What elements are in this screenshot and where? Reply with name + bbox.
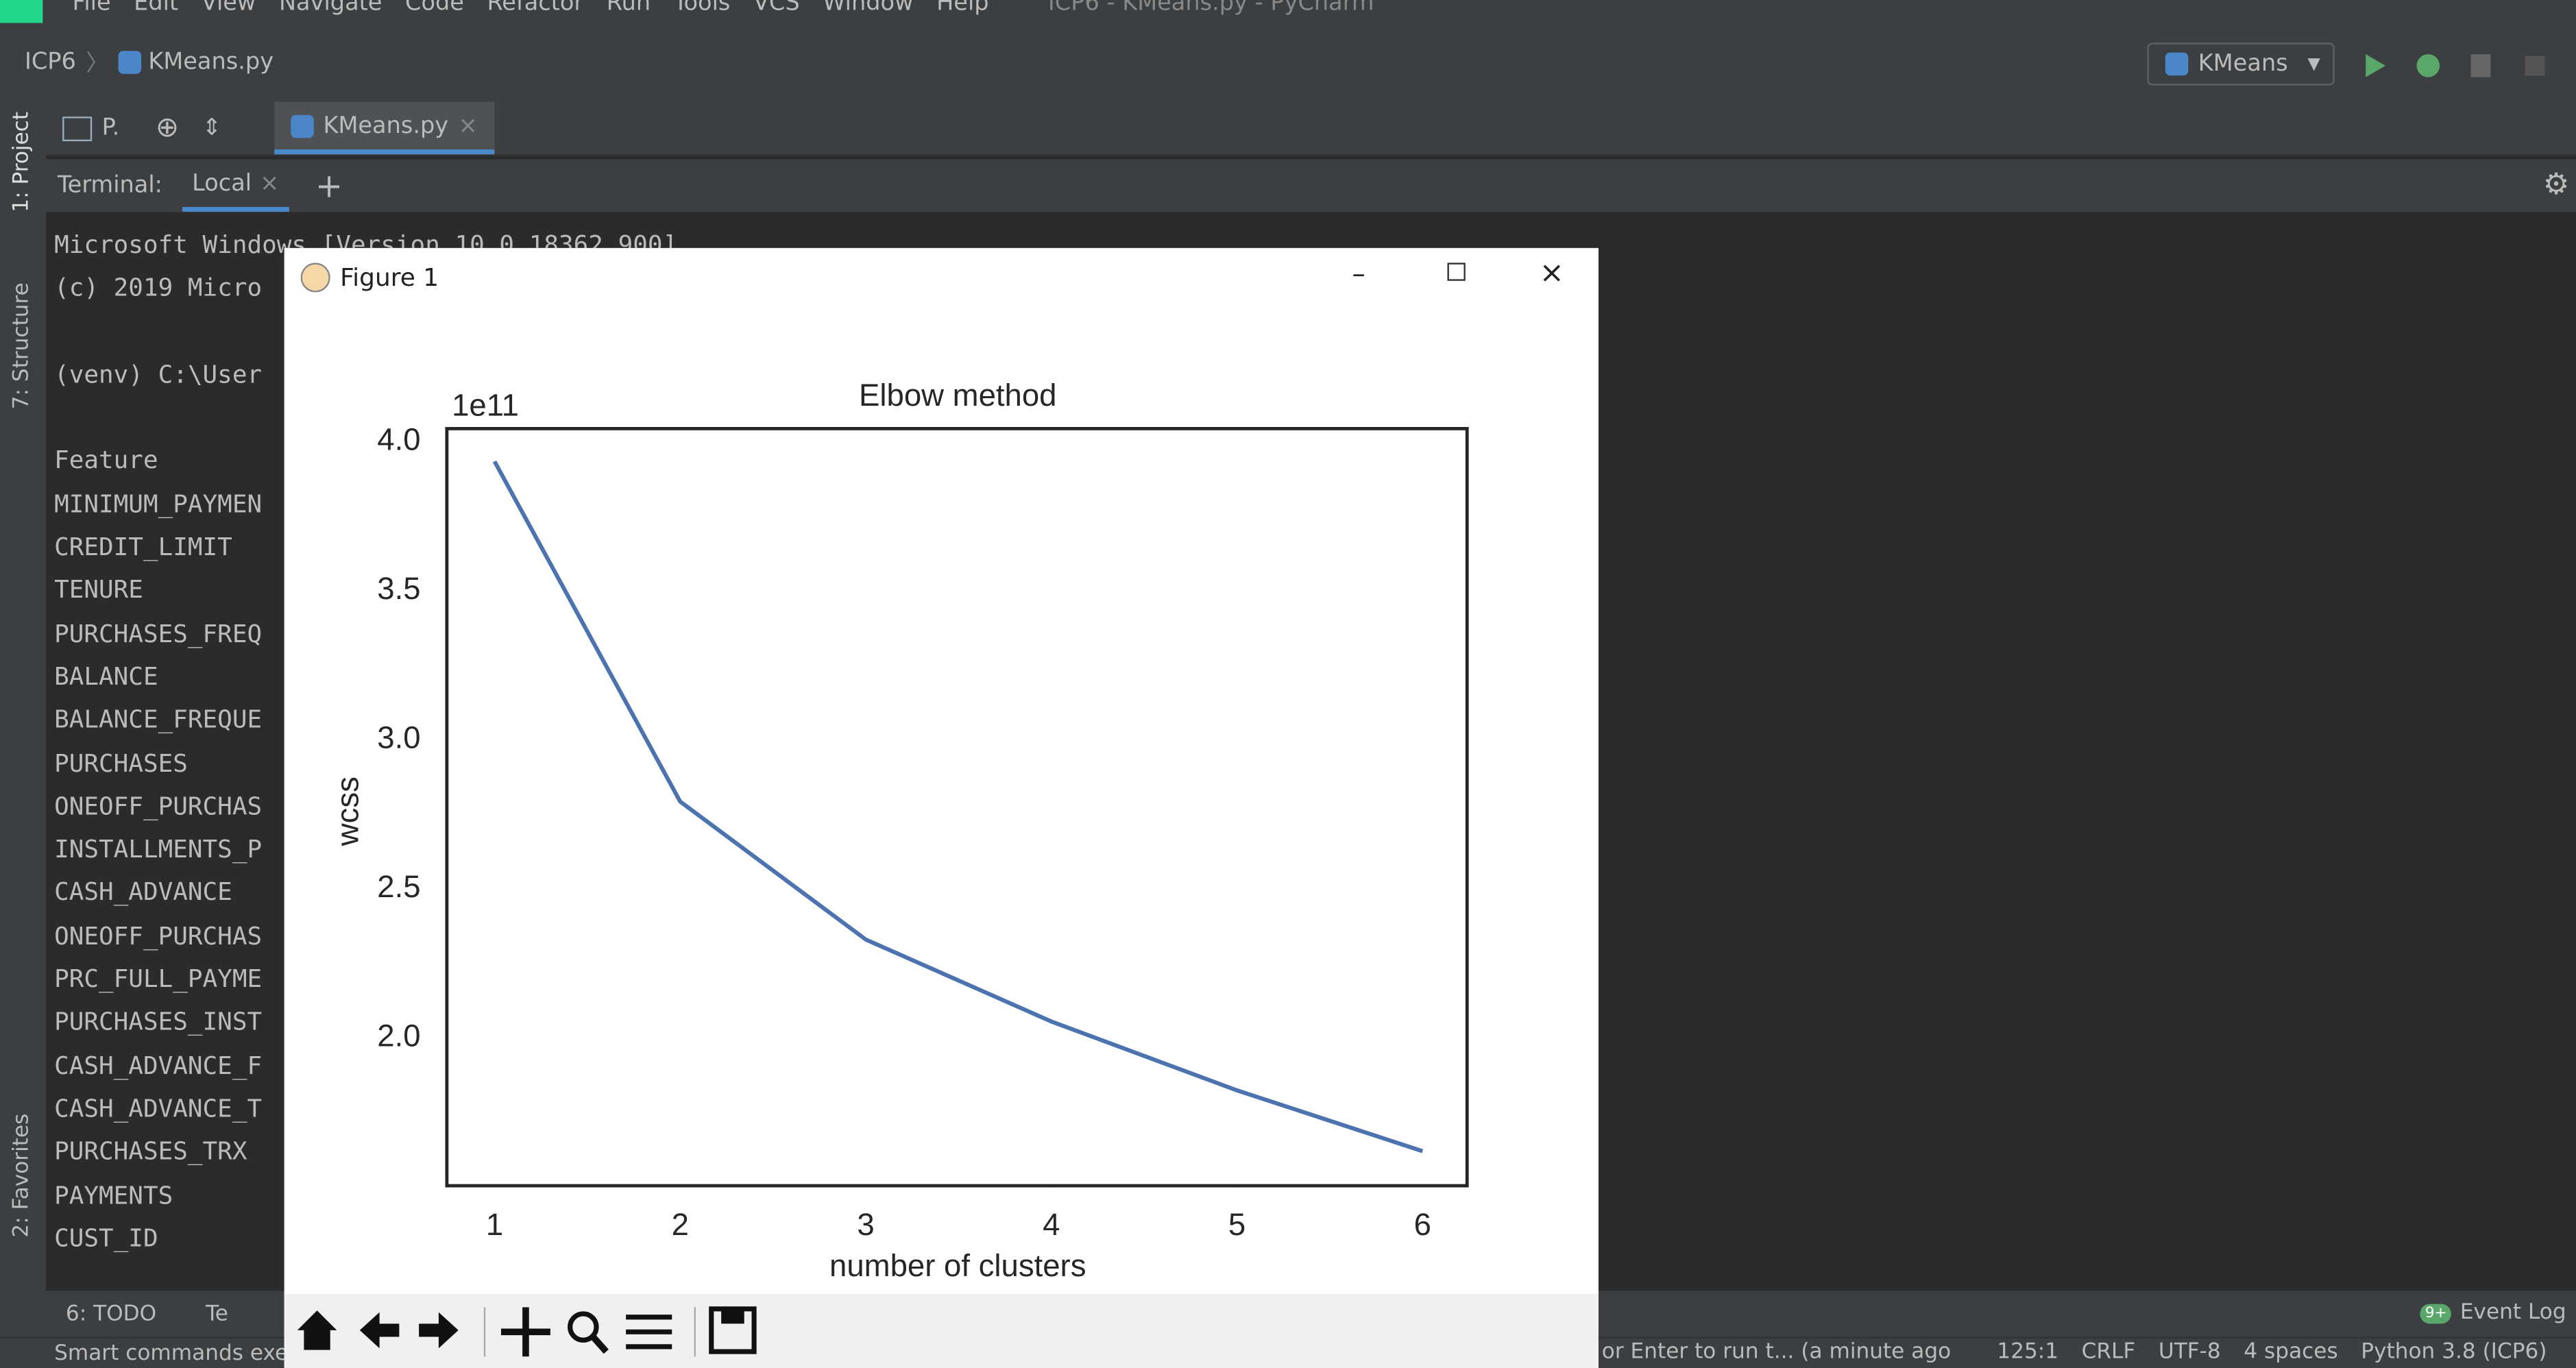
window-title: ICP6 - KMeans.py - PyCharm (1047, 0, 1374, 16)
breadcrumb[interactable]: KMeans.py (148, 49, 274, 76)
terminal-line: Feature (54, 445, 158, 476)
menu: File Edit View Navigate Code Refactor Run Tools… (72, 0, 1012, 16)
terminal-line: ONEOFF_PURCHAS (54, 920, 263, 951)
terminal-line: MINIMUM_PAYMEN (54, 489, 263, 519)
y-tick-label: 3.0 (377, 720, 420, 755)
app-icon (0, 0, 43, 23)
y-tick-label: 4.0 (377, 422, 420, 457)
menu-item[interactable]: Refactor (487, 0, 584, 16)
status-right: or Enter to run t... (a minute ago 125:1… (1602, 1340, 2547, 1365)
terminal-line: CASH_ADVANCE (54, 877, 232, 907)
terminal-line: INSTALLMENTS_P (54, 834, 263, 864)
x-tick-label: 2 (672, 1207, 689, 1242)
terminal-line: BALANCE (54, 661, 158, 692)
y-tick-label: 2.5 (377, 869, 420, 904)
event-badge: 9+ (2420, 1303, 2452, 1323)
menu-item[interactable]: VCS (753, 0, 800, 16)
event-log[interactable]: Event Log (2459, 1300, 2566, 1326)
bottom-tab[interactable]: Te (206, 1301, 228, 1326)
menu-item[interactable]: Code (405, 0, 464, 16)
x-tick-label: 3 (857, 1207, 874, 1242)
terminal-line: TENURE (54, 575, 143, 605)
plot-frame (445, 427, 1469, 1188)
terminal-line: CUST_ID (54, 1223, 158, 1253)
menu-item[interactable]: Help (936, 0, 989, 16)
status-message: Smart commands exe (54, 1341, 289, 1367)
x-axis-label: number of clusters (829, 1248, 1086, 1283)
terminal-tab-label: Local (192, 170, 252, 197)
terminal-line: PAYMENTS (54, 1180, 173, 1210)
x-tick-label: 5 (1228, 1207, 1246, 1242)
run-buttons[interactable] (2359, 51, 2557, 80)
menu-item[interactable]: Run (606, 0, 651, 16)
run-config[interactable]: KMeans ▼ (2147, 42, 2335, 86)
close[interactable]: × (1539, 256, 1564, 291)
run-config-label: KMeans (2198, 51, 2288, 77)
menu-item[interactable]: View (201, 0, 256, 16)
bottom-tab[interactable]: 6: TODO (65, 1301, 157, 1326)
figure-titlebar: Figure 1 – × (284, 248, 1599, 307)
terminal-line: (c) 2019 Micro (54, 273, 263, 303)
menu-item[interactable]: File (72, 0, 111, 16)
terminal-line: PURCHASES_INST (54, 1007, 263, 1037)
side-tab[interactable]: 2: Favorites (10, 1113, 35, 1238)
y-axis-label: wcss (330, 777, 365, 846)
tool-header: P. ⊕ ⇕ KMeans.py × (46, 101, 2576, 156)
terminal-line: ONEOFF_PURCHAS (54, 791, 263, 821)
minimize[interactable]: – (1352, 258, 1365, 289)
nav-bar: ICP6 〉 KMeans.py KMeans ▼ (0, 23, 2576, 103)
menu-item[interactable]: Navigate (278, 0, 382, 16)
terminal-line: PURCHASES_TRX (54, 1136, 247, 1167)
line (492, 460, 1424, 1153)
status-item[interactable]: 125:1 (1997, 1340, 2059, 1365)
y-tick-label: 3.5 (377, 571, 420, 606)
terminal-output: Microsoft Windows [Version 10.0.18362.90… (54, 223, 677, 1260)
terminal-line: CASH_ADVANCE_T (54, 1093, 263, 1123)
project-view[interactable]: P. (101, 114, 120, 142)
chart: Elbow method number of clusters wcss 1e1… (330, 378, 1469, 1283)
y-offset-label: 1e11 (452, 387, 519, 422)
y-tick-label: 2.0 (377, 1018, 420, 1053)
terminal-line: PURCHASES_FREQ (54, 618, 263, 648)
x-tick-label: 1 (486, 1207, 503, 1242)
menu-item[interactable]: Window (823, 0, 914, 16)
terminal-label: Terminal: (57, 172, 163, 199)
menu-item[interactable]: Tools (673, 0, 731, 16)
terminal-line: PRC_FULL_PAYME (54, 964, 263, 994)
status-item[interactable]: 4 spaces (2244, 1340, 2338, 1365)
status-item[interactable]: CRLF (2081, 1340, 2136, 1365)
side-tab[interactable]: 7: Structure (10, 282, 35, 410)
editor-tab[interactable]: KMeans.py × (274, 101, 494, 155)
maximize[interactable] (1447, 262, 1466, 281)
x-tick-label: 4 (1043, 1207, 1060, 1242)
terminal-line: (venv) C:\User (54, 359, 263, 389)
x-tick-label: 6 (1414, 1207, 1431, 1242)
breadcrumb: ICP6 (24, 49, 76, 76)
left-tool-stripe: 1: Project 7: Structure 2: Favorites (0, 101, 47, 1334)
menu-item[interactable]: Edit (134, 0, 179, 16)
terminal-header: Terminal: Local × + ⚙ (46, 159, 2576, 212)
chart-title: Elbow method (859, 378, 1056, 413)
side-tab[interactable]: 1: Project (10, 111, 35, 212)
editor-tab-label: KMeans.py (323, 112, 449, 139)
figure-toolbar (284, 1294, 1599, 1368)
terminal-line: CREDIT_LIMIT (54, 532, 232, 562)
status-item[interactable]: UTF-8 (2158, 1340, 2221, 1365)
status-hint: or Enter to run t... (a minute ago (1601, 1340, 1952, 1365)
terminal-line: CASH_ADVANCE_F (54, 1050, 263, 1080)
figure-window: Figure 1 – × Elbow method number of clus… (284, 247, 1599, 1368)
terminal-tab[interactable]: Local × (182, 159, 289, 212)
terminal-line: PURCHASES (54, 748, 188, 778)
terminal-line: BALANCE_FREQUE (54, 705, 263, 735)
figure-title: Figure 1 (340, 262, 439, 293)
status-item[interactable]: Python 3.8 (ICP6) (2361, 1340, 2547, 1365)
menu-bar: File Edit View Navigate Code Refactor Run Tools… (0, 0, 2576, 23)
toolbar-icons[interactable] (284, 1294, 777, 1368)
